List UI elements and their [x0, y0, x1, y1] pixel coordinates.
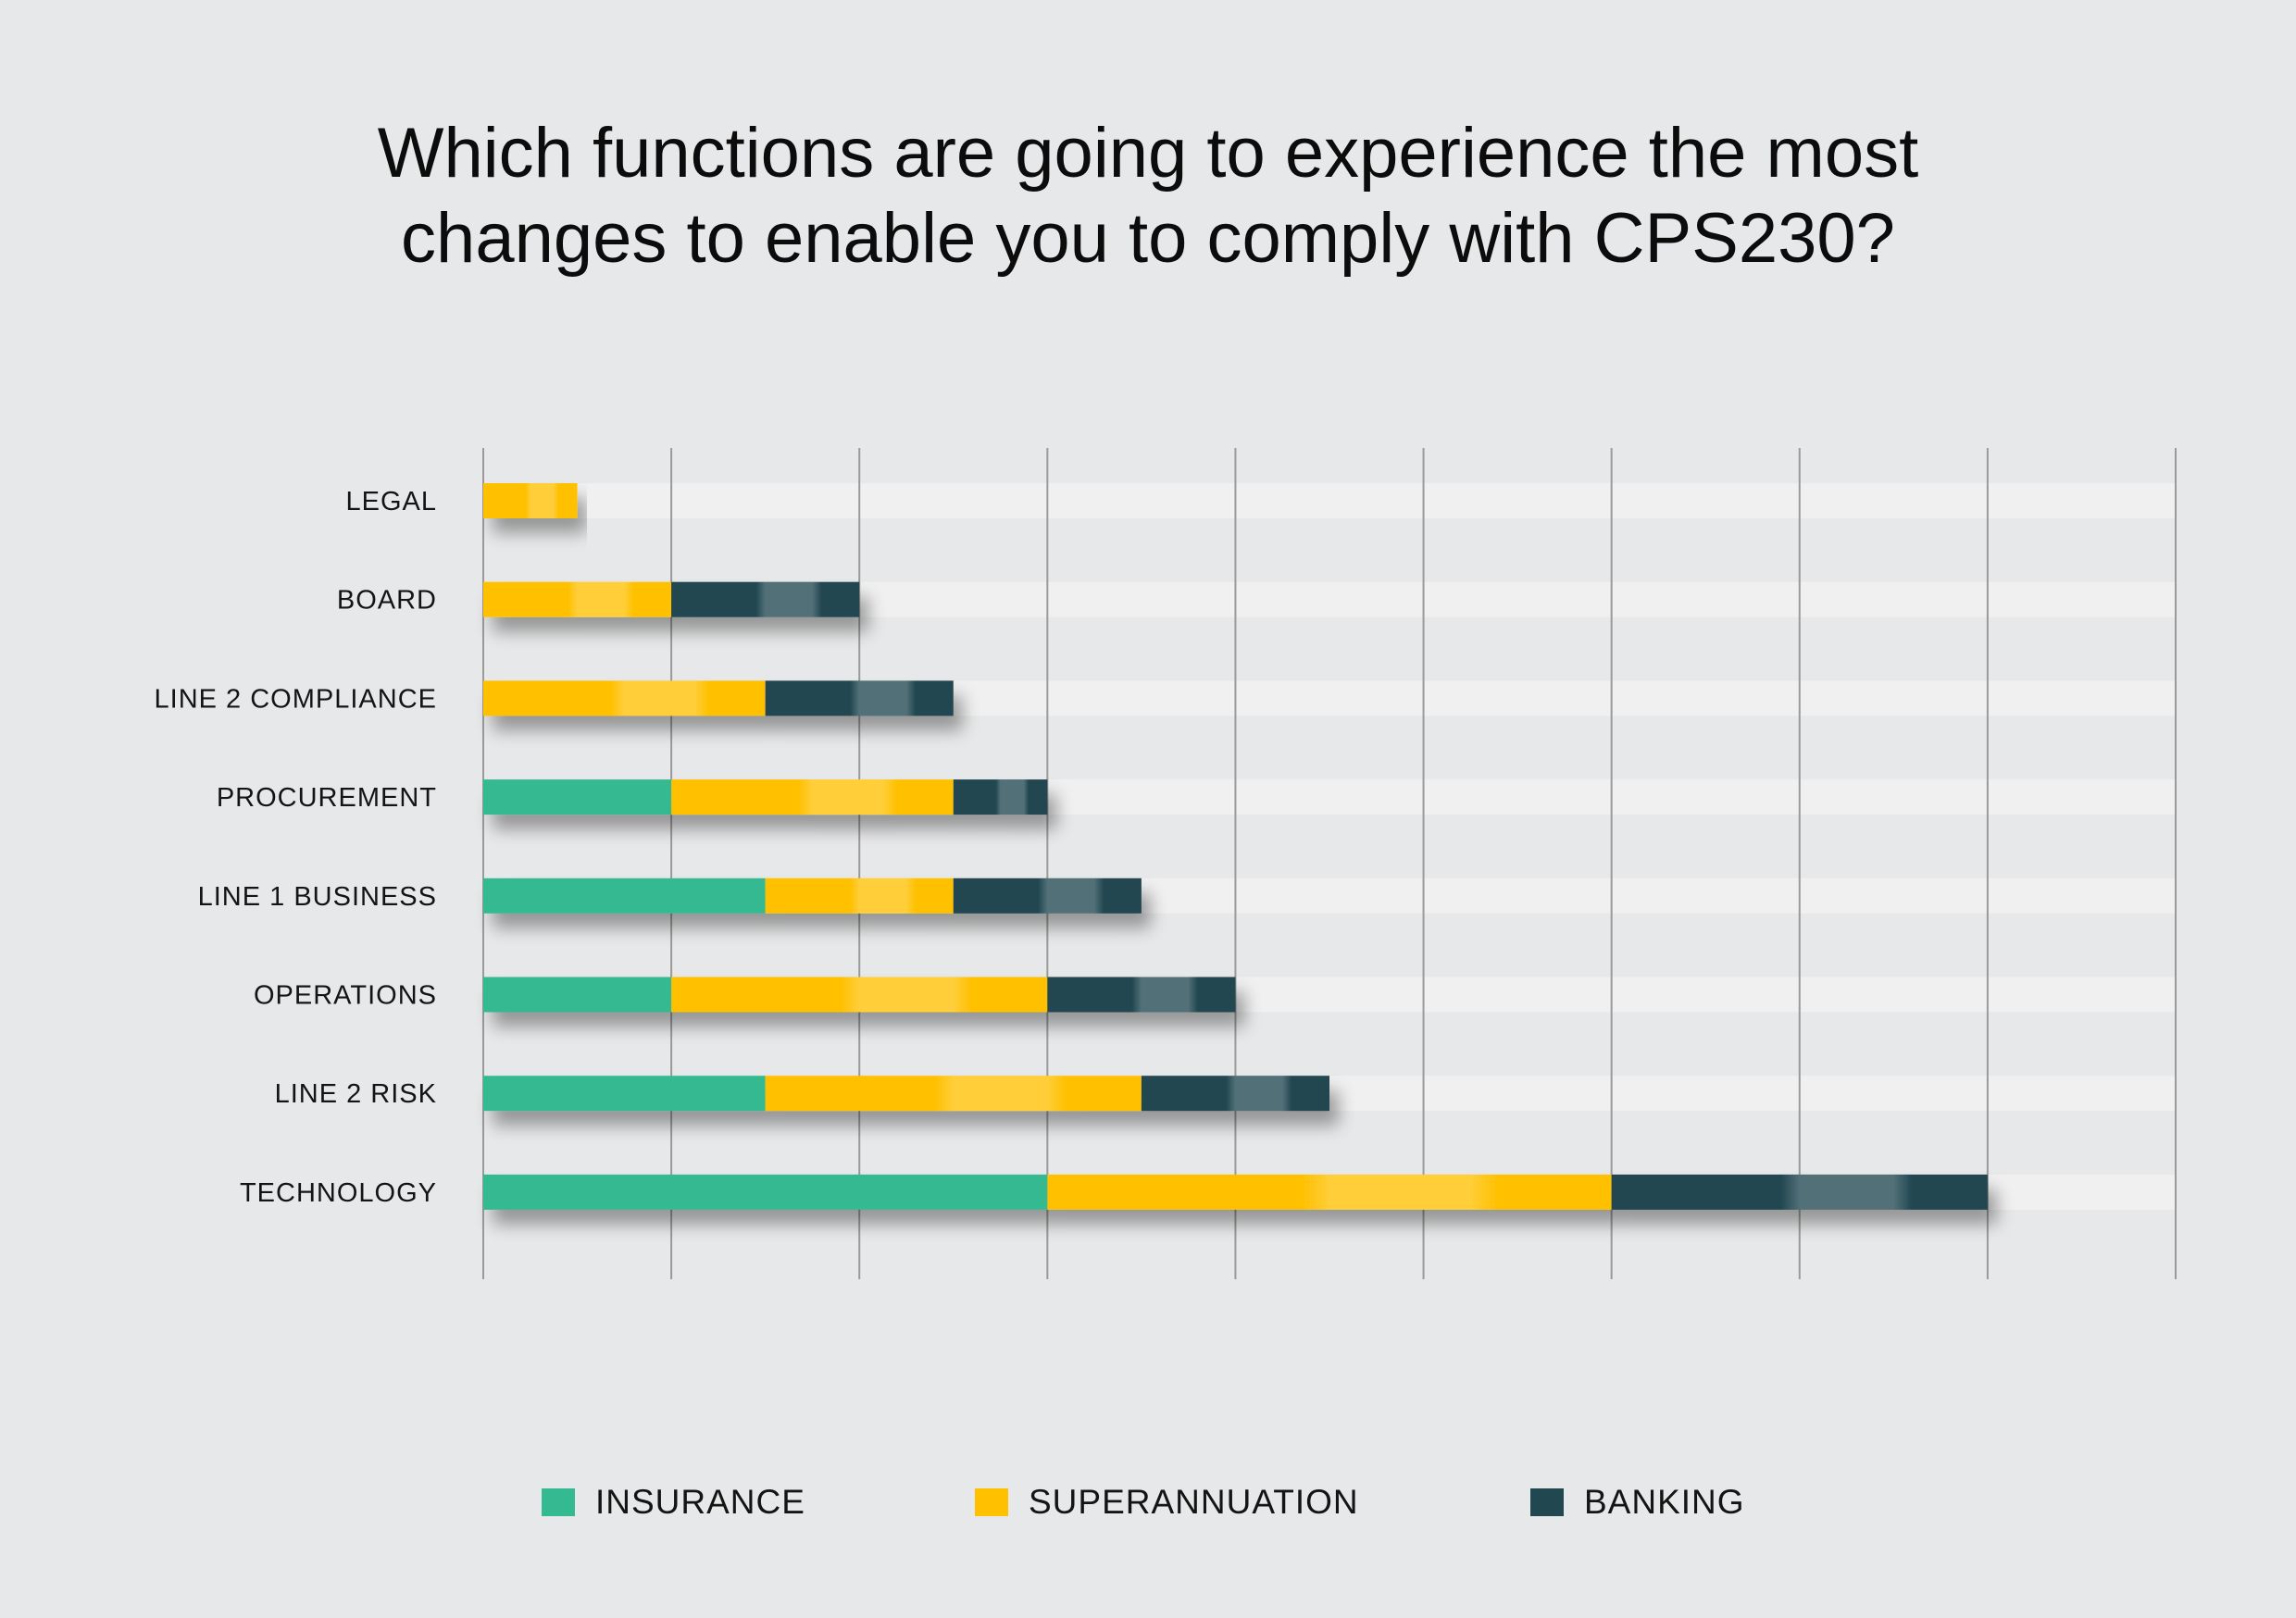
category-label: BOARD [337, 586, 437, 616]
bar-segment-highlight [765, 680, 954, 716]
legend-swatch-superannuation [975, 1488, 1008, 1516]
bar-group [483, 1076, 1329, 1112]
category-label: LINE 2 RISK [275, 1079, 437, 1109]
legend-item-insurance: INSURANCE [542, 1479, 805, 1525]
bar-segment-highlight [953, 877, 1142, 914]
bar-segment-insurance [483, 779, 672, 815]
bar-segment-highlight [671, 581, 860, 617]
category-label: TECHNOLOGY [240, 1178, 437, 1208]
category-label: LINE 1 BUSINESS [198, 882, 437, 912]
bar-group [483, 877, 1142, 914]
bar-segment-highlight [671, 779, 954, 815]
bar-segment-insurance [483, 977, 672, 1013]
category-label: PROCUREMENT [217, 783, 437, 813]
legend-label-superannuation: SUPERANNUATION [1029, 1483, 1359, 1521]
bar-segment-highlight [953, 779, 1048, 815]
category-label: LINE 2 COMPLIANCE [155, 684, 437, 714]
bar-segment-highlight [765, 877, 954, 914]
bar-segment-highlight [1047, 977, 1236, 1013]
category-label: OPERATIONS [254, 981, 437, 1011]
bar-segment-highlight [483, 581, 672, 617]
chart-title: Which functions are going to experience … [130, 111, 2166, 281]
bar-segments [483, 483, 1988, 1210]
legend-label-banking: BANKING [1584, 1483, 1745, 1521]
bar-segment-insurance [483, 1076, 766, 1112]
bar-segment-highlight [1611, 1174, 1988, 1210]
bar-segment-highlight [1047, 1174, 1612, 1210]
bar-segment-insurance [483, 877, 766, 914]
bar-group [483, 977, 1236, 1013]
legend-label-insurance: INSURANCE [595, 1483, 805, 1521]
category-labels: LEGAL BOARD LINE 2 COMPLIANCE PROCUREMENT LI… [155, 487, 438, 1208]
bar-segment-highlight [483, 483, 578, 518]
chart-title-line-2: changes to enable you to comply with CPS… [401, 199, 1895, 278]
bar-group [483, 680, 954, 716]
bar-group [483, 581, 860, 617]
bar-segment-insurance [483, 1174, 1048, 1210]
bar-group [483, 483, 578, 518]
bar-track [483, 483, 2176, 518]
legend: INSURANCE SUPERANNUATION BANKING [0, 1479, 2296, 1525]
grid-lines [482, 448, 2177, 1279]
bar-segment-highlight [483, 680, 766, 716]
chart-title-line-1: Which functions are going to experience … [377, 114, 1919, 193]
legend-item-superannuation: SUPERANNUATION [975, 1479, 1359, 1525]
legend-swatch-banking [1530, 1488, 1564, 1516]
legend-item-banking: BANKING [1530, 1479, 1745, 1525]
bar-segment-highlight [1141, 1076, 1329, 1112]
bar-group [483, 779, 1048, 815]
legend-swatch-insurance [542, 1488, 575, 1516]
category-label: LEGAL [346, 487, 438, 517]
bar-segment-highlight [765, 1076, 1142, 1112]
bar-group [483, 1174, 1988, 1210]
bar-segment-highlight [671, 977, 1048, 1013]
